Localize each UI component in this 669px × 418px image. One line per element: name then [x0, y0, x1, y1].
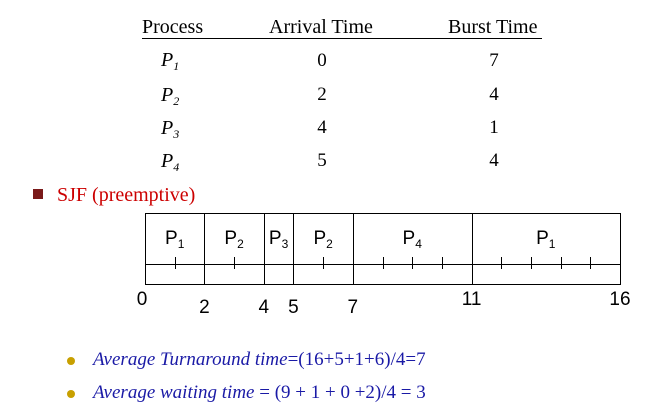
- segment-boundary: [471, 213, 473, 285]
- arrival-time-cell: 4: [317, 117, 327, 138]
- burst-time-cell: 4: [489, 84, 499, 105]
- segment-label: P1: [165, 228, 185, 251]
- time-tick: [323, 257, 325, 269]
- time-axis-label: 16: [609, 289, 631, 310]
- header-underline: [142, 38, 542, 39]
- time-tick: [590, 257, 592, 269]
- arrival-time-cell: 0: [317, 50, 327, 71]
- segment-boundary: [204, 213, 206, 285]
- segment-label: P4: [402, 228, 422, 251]
- burst-time-cell: 1: [489, 117, 499, 138]
- header-process: Process: [142, 16, 204, 38]
- time-axis-label: 11: [461, 289, 482, 310]
- avg-turnaround-line: Average Turnaround time=(16+5+1+6)/4=7: [93, 349, 426, 370]
- process-name: P1: [161, 49, 180, 73]
- time-axis-label: 5: [288, 297, 299, 318]
- round-bullet-icon: [67, 357, 75, 365]
- time-tick: [530, 257, 532, 269]
- time-axis-label: 4: [258, 297, 270, 318]
- time-tick: [382, 257, 384, 269]
- section-title: SJF (preemptive): [57, 184, 196, 206]
- time-tick: [560, 257, 562, 269]
- header-arrival-time: Arrival Time: [269, 16, 373, 38]
- square-bullet-icon: [33, 189, 43, 199]
- arrival-time-cell: 2: [317, 84, 327, 105]
- process-name: P2: [161, 84, 180, 108]
- time-tick: [501, 257, 503, 269]
- arrival-time-cell: 5: [317, 150, 327, 171]
- time-tick: [174, 257, 176, 269]
- time-tick: [234, 257, 236, 269]
- process-name: P4: [161, 150, 180, 174]
- segment-label: P2: [224, 228, 244, 251]
- time-tick: [412, 257, 414, 269]
- process-name: P3: [161, 117, 180, 141]
- time-axis-label: 0: [136, 289, 148, 310]
- avg-waiting-line: Average waiting time = (9 + 1 + 0 +2)/4 …: [93, 382, 426, 403]
- burst-time-cell: 7: [489, 50, 499, 71]
- time-axis-label: 2: [199, 297, 210, 318]
- round-bullet-icon: [67, 390, 75, 398]
- segment-boundary: [293, 213, 295, 285]
- segment-label: P2: [313, 228, 333, 251]
- segment-label: P3: [268, 228, 289, 251]
- segment-label: P1: [536, 228, 556, 251]
- segment-boundary: [263, 213, 265, 285]
- time-tick: [441, 257, 443, 269]
- segment-boundary: [352, 213, 354, 285]
- header-burst-time: Burst Time: [448, 16, 538, 38]
- time-axis-label: 7: [347, 297, 359, 318]
- burst-time-cell: 4: [489, 150, 499, 171]
